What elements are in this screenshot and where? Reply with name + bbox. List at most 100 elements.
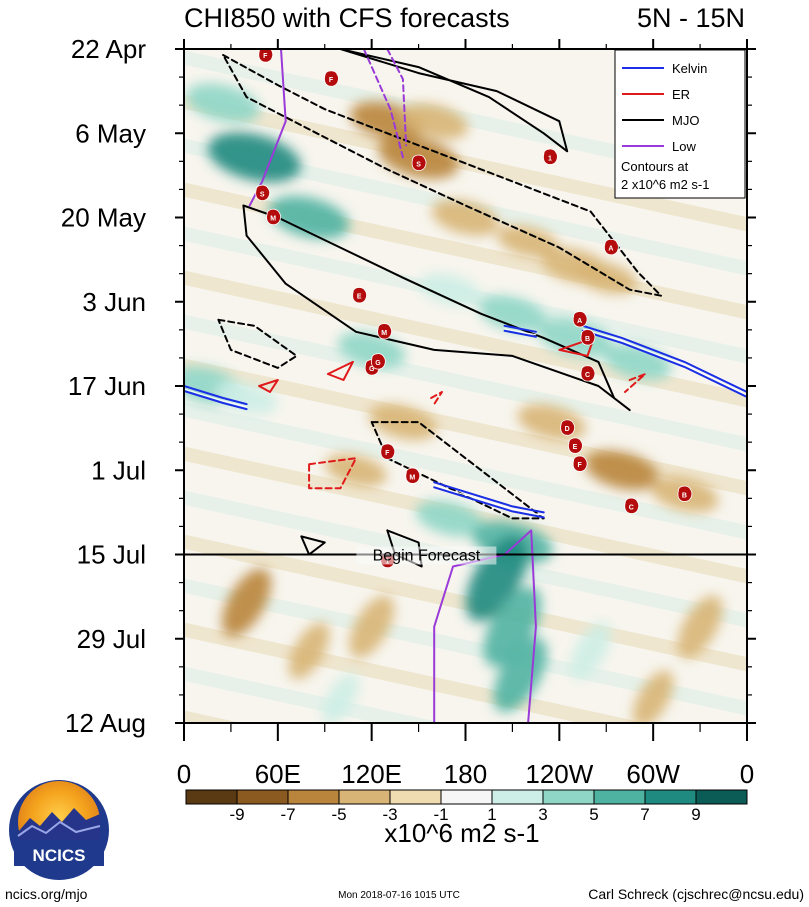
colorbar-level-label: -1 [433, 805, 448, 824]
storm-icon [568, 437, 583, 454]
legend-contour-note-line2: 2 x10^6 m2 s-1 [621, 177, 709, 192]
colorbar-level-label: 5 [589, 805, 598, 824]
kelvin-contour-positive [433, 481, 545, 514]
storm-icon [580, 329, 596, 346]
anomaly-blob [465, 535, 528, 622]
anomaly-blob [337, 331, 406, 368]
kelvin-contour-shadow [184, 388, 248, 408]
anomaly-blob [483, 586, 542, 667]
er-contour-negative [624, 373, 647, 393]
anomaly-blob [537, 318, 613, 358]
storm-icon [324, 70, 339, 87]
storm-markers: FFSMEMGGS1AABCDEFFMCB1 [255, 49, 693, 569]
storm-marker: 1 [543, 148, 558, 165]
kelvin-contour-double [184, 390, 248, 411]
colorbar-swatch [440, 789, 493, 805]
y-tick-label: 6 May [75, 118, 146, 148]
storm-marker: G [371, 353, 386, 370]
colorbar-swatch [542, 789, 595, 805]
anomaly-stripe [184, 622, 646, 723]
storm-marker: E [568, 437, 583, 454]
storm-label: A [577, 318, 582, 325]
colorbar-swatch [236, 789, 289, 805]
legend-label-low: Low [672, 139, 696, 154]
storm-icon [543, 148, 558, 165]
er-contour-positive [326, 360, 354, 381]
storm-marker: M [266, 208, 281, 226]
storm-marker: F [572, 455, 588, 472]
storm-label: F [578, 462, 583, 469]
colorbar-level-label: -7 [280, 805, 295, 824]
y-tick-label: 29 Jul [77, 624, 146, 654]
logo-mountains [18, 808, 100, 846]
legend-label-er: ER [672, 87, 690, 102]
mjo-contour-negative [222, 54, 662, 297]
storm-icon [604, 238, 619, 256]
storm-marker: F [324, 70, 339, 87]
colorbar-swatch [185, 789, 238, 805]
legend-items: Kelvin ER MJO Low [622, 61, 707, 154]
logo-ridge [17, 820, 101, 837]
storm-label: M [381, 330, 387, 337]
x-tick-label: 120E [341, 759, 402, 789]
storm-icon [255, 184, 270, 201]
x-tick-label: 60E [255, 759, 301, 789]
storm-label: F [329, 77, 334, 84]
anomaly-field [184, 83, 723, 723]
anomaly-blob [677, 595, 723, 658]
footer-website: ncics.org/mjo [5, 886, 88, 902]
colorbar-swatch [491, 789, 544, 805]
anomaly-blob [215, 381, 278, 415]
storm-label: F [263, 53, 268, 60]
anomaly-blob [497, 225, 559, 258]
y-axis: 22 Apr 6 May 20 May 3 Jun 17 Jun 1 Jul 15 Jul 2… [61, 34, 756, 738]
er-contour-positive [558, 336, 595, 357]
storm-label: M [270, 216, 276, 223]
colorbar-swatch [338, 789, 391, 805]
storm-marker: B [580, 329, 596, 346]
anomaly-stripe [184, 314, 747, 452]
chart-title: CHI850 with CFS forecasts [184, 3, 510, 33]
storm-icon [266, 208, 281, 226]
y-tick-label: 1 Jul [91, 455, 146, 485]
y-tick-label: 17 Jun [68, 371, 146, 401]
storm-icon [377, 323, 392, 340]
storm-icon [411, 154, 427, 171]
storm-icon [560, 419, 575, 436]
anomaly-blob [400, 103, 469, 140]
colorbar-level-label: -5 [331, 805, 346, 824]
anomaly-blob [221, 568, 272, 637]
storm-label: F [385, 450, 390, 457]
y-tick-label: 12 Aug [65, 708, 146, 738]
er-contour-negative [308, 457, 357, 490]
anomaly-stripe [184, 270, 747, 408]
y-tick-label: 20 May [61, 203, 146, 233]
mjo-contour-negative [370, 421, 545, 520]
storm-label: D [565, 426, 570, 433]
x-tick-label: 0 [740, 759, 754, 789]
anomaly-blob [478, 295, 547, 332]
low-contour-negative [386, 49, 408, 147]
kelvin-contour-shadow [433, 484, 545, 516]
kelvin-contour-shadow [582, 328, 747, 396]
storm-marker: C [624, 497, 640, 514]
colorbar-level-label: 3 [538, 805, 547, 824]
storm-marker: F [258, 49, 274, 63]
storm-label: G [369, 366, 375, 373]
storm-icon [405, 467, 421, 484]
anomaly-stripe [184, 402, 747, 540]
legend-label-kelvin: Kelvin [672, 61, 707, 76]
storm-marker: S [255, 184, 270, 201]
storm-marker: F [380, 443, 396, 460]
x-tick-label: 60W [626, 759, 680, 789]
storm-icon [677, 485, 693, 502]
colorbar-swatch [593, 789, 646, 805]
legend-contour-note-line1: Contours at [621, 159, 689, 174]
storm-label: S [260, 191, 265, 198]
storm-label: C [629, 504, 634, 511]
kelvin-contour-shadow [504, 328, 537, 336]
y-tick-label: 22 Apr [71, 34, 147, 64]
footer-author: Carl Schreck (cjschrec@ncsu.edu) [588, 886, 804, 902]
colorbar-level-label: -9 [229, 805, 244, 824]
